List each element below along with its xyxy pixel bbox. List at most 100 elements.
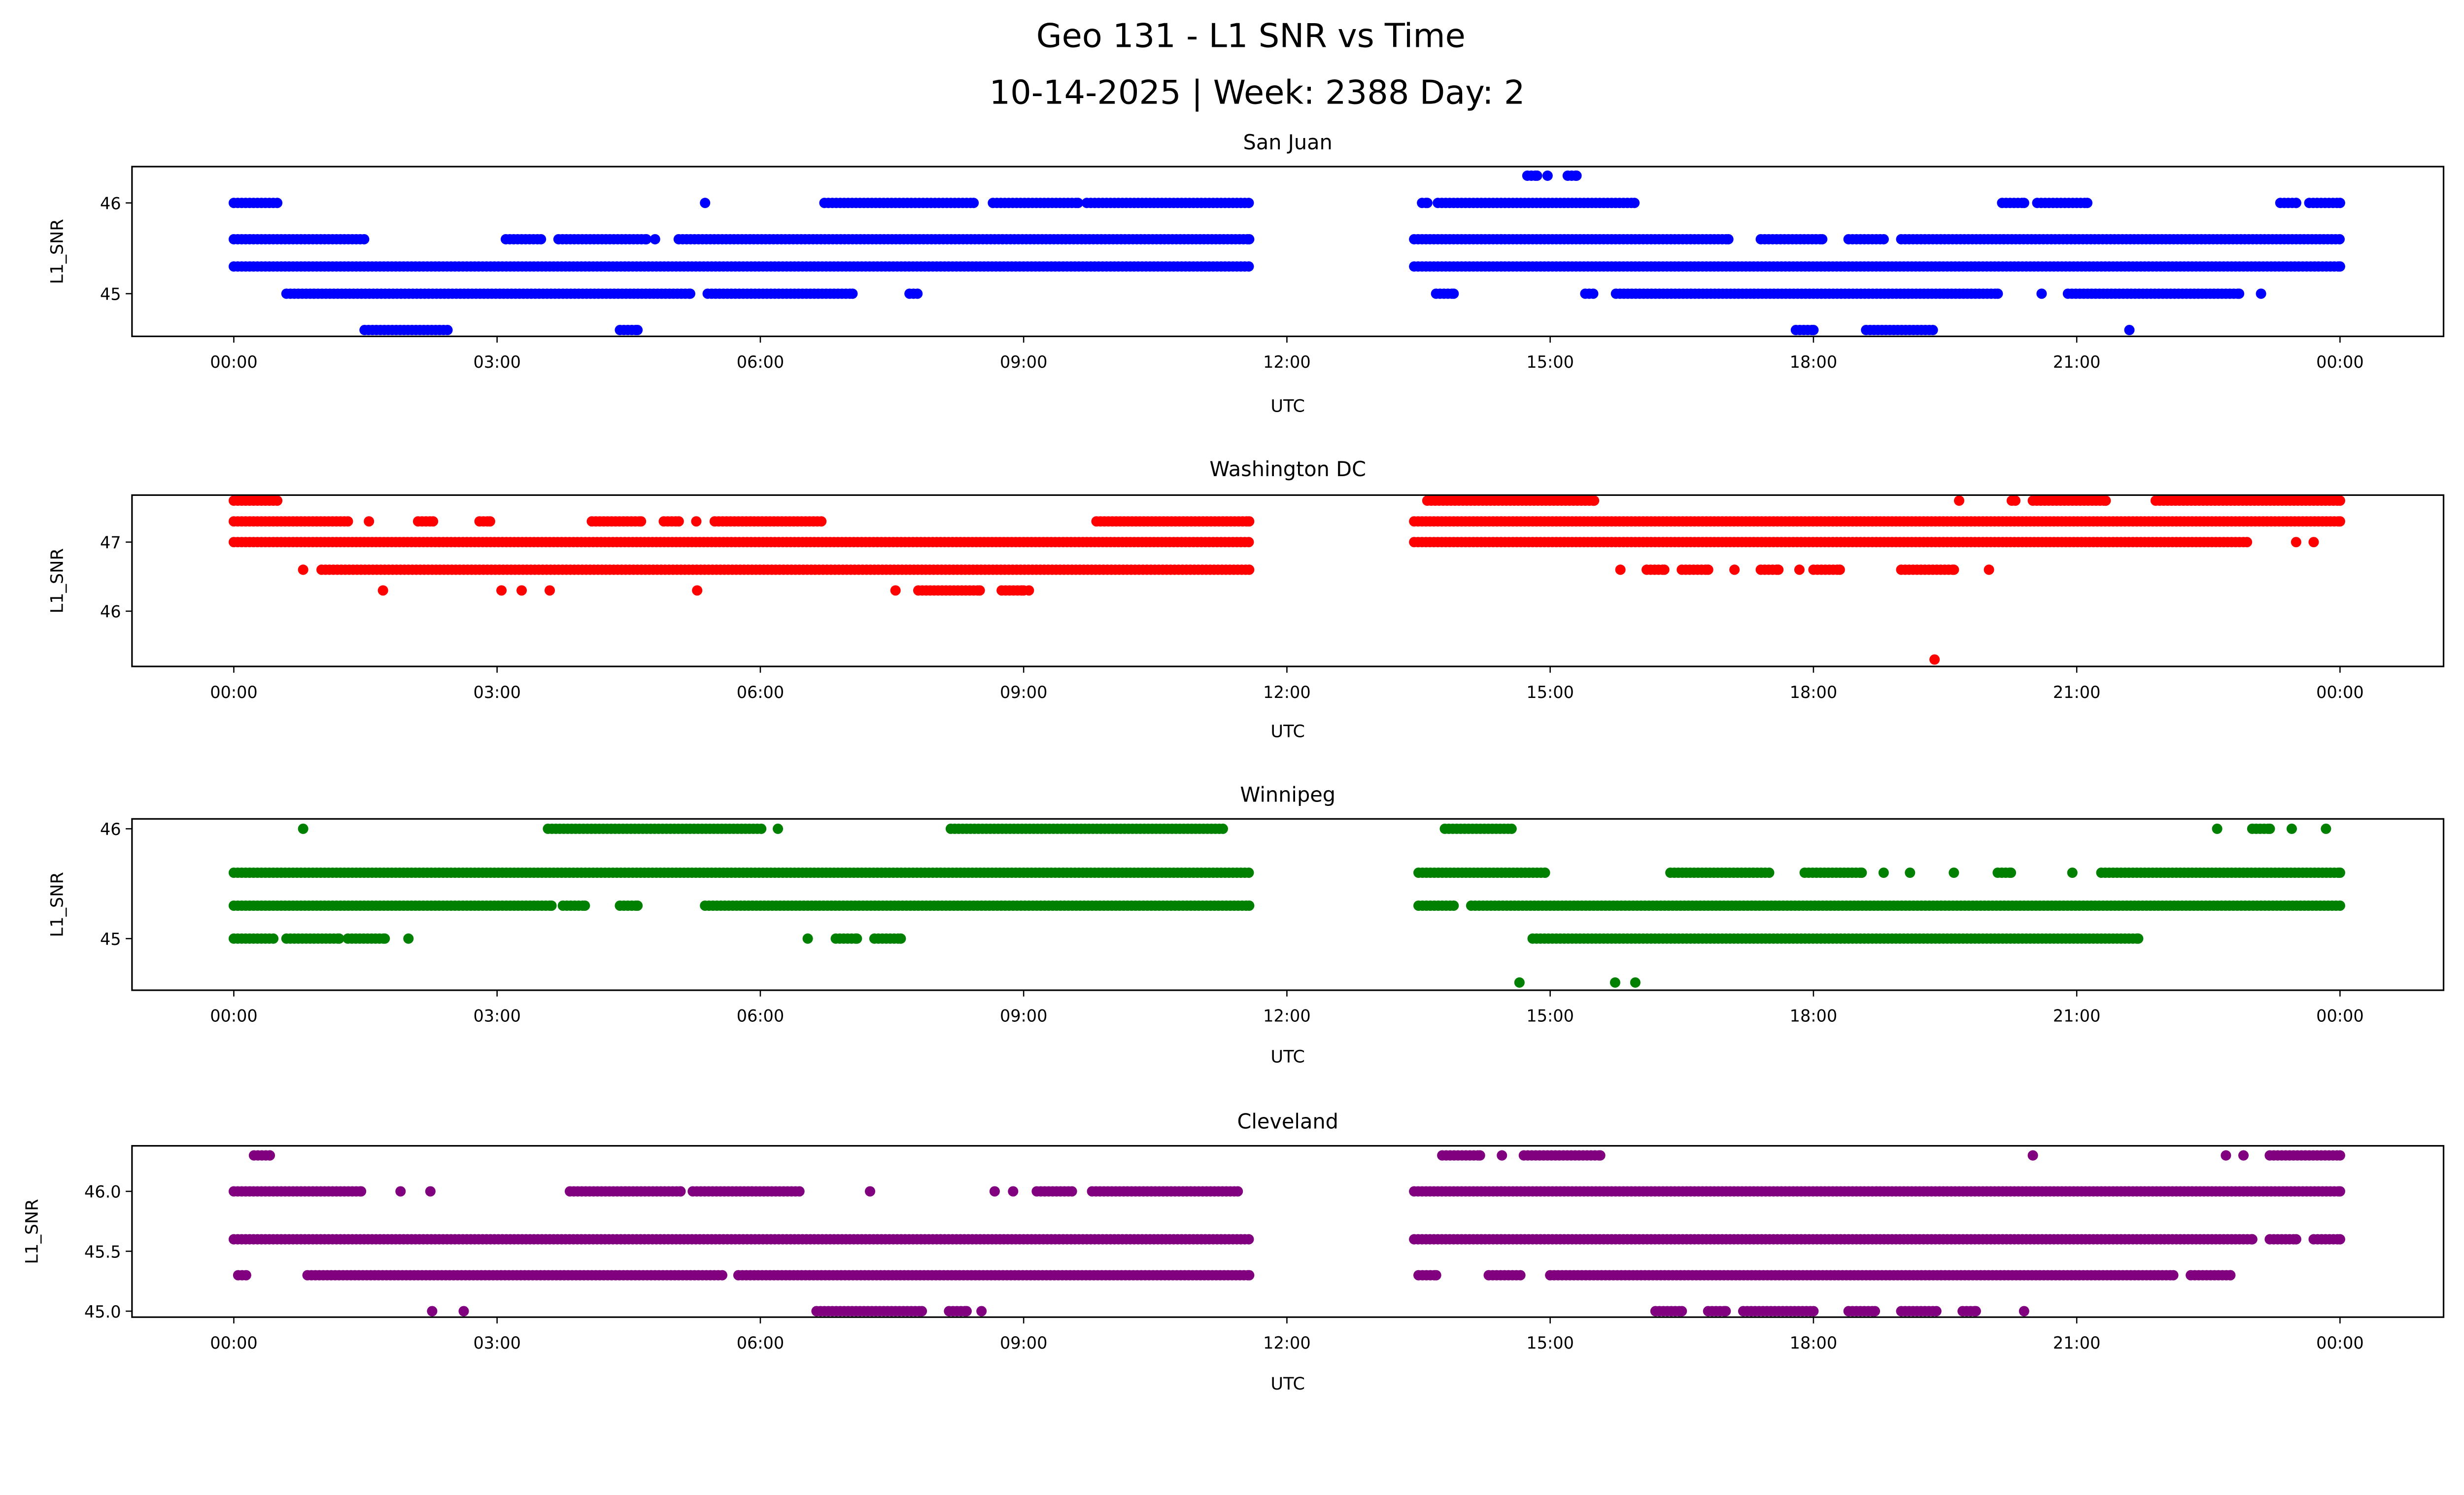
data-point (816, 516, 827, 527)
data-point (395, 1186, 406, 1197)
x-tick-label: 00:00 (210, 683, 257, 702)
data-point (272, 198, 283, 209)
data-point (636, 516, 647, 527)
data-point (1992, 288, 2003, 299)
data-point (1817, 234, 1828, 244)
x-tick-label: 00:00 (2316, 683, 2363, 702)
data-point (1008, 1186, 1019, 1197)
data-point (2067, 867, 2078, 878)
x-axis-label: UTC (1270, 396, 1305, 416)
data-point (1540, 867, 1550, 878)
x-tick-label: 15:00 (1526, 683, 1574, 702)
data-point (1703, 564, 1713, 575)
data-point (1073, 198, 1084, 209)
data-point (1808, 324, 1819, 336)
axes-frame (131, 494, 2445, 667)
y-tick-label: 45 (100, 930, 121, 949)
data-point (1243, 1234, 1254, 1245)
y-tick-label: 47 (100, 533, 121, 553)
data-point (1630, 977, 1641, 988)
data-point (1764, 867, 1775, 878)
data-point (794, 1186, 805, 1197)
data-point (2242, 537, 2253, 548)
data-point (1984, 564, 1994, 575)
data-point (484, 516, 495, 527)
data-point (356, 1186, 367, 1197)
data-point (847, 288, 858, 299)
scatter-series (228, 823, 2345, 988)
data-point (428, 516, 439, 527)
data-point (1243, 537, 1254, 548)
x-tick-label: 09:00 (1000, 1007, 1047, 1026)
data-point (364, 516, 375, 527)
data-point (2334, 900, 2345, 911)
data-point (1532, 170, 1542, 181)
y-axis-label: L1_SNR (47, 548, 68, 613)
x-tick-label: 21:00 (2053, 683, 2100, 702)
data-point (1949, 867, 1959, 878)
data-point (632, 324, 643, 336)
data-point (1542, 170, 1553, 181)
data-point (580, 900, 590, 911)
data-point (2334, 1186, 2345, 1197)
data-point (496, 585, 507, 596)
data-point (1609, 977, 1620, 988)
data-point (865, 1186, 876, 1197)
data-point (968, 198, 979, 209)
data-point (890, 585, 901, 596)
data-point (2264, 823, 2275, 834)
y-tick-label: 46 (100, 820, 121, 839)
data-point (1244, 900, 1255, 911)
data-point (1629, 198, 1640, 209)
data-point (1729, 564, 1740, 575)
data-point (2321, 823, 2331, 834)
data-point (2334, 198, 2345, 209)
figure-title-line2: 10-14-2025 | Week: 2388 Day: 2 (990, 73, 1525, 111)
data-point (2212, 823, 2223, 834)
x-tick-label: 21:00 (2053, 352, 2100, 372)
data-point (442, 324, 453, 336)
data-point (268, 933, 279, 944)
x-tick-label: 18:00 (1790, 1007, 1837, 1026)
data-point (377, 585, 388, 596)
data-point (684, 288, 695, 299)
data-point (2010, 495, 2021, 506)
data-point (756, 823, 767, 834)
data-point (2124, 324, 2135, 336)
data-point (379, 933, 390, 944)
data-point (1474, 1150, 1485, 1161)
data-point (2334, 867, 2345, 878)
scatter-series (228, 495, 2345, 665)
figure: Geo 131 - L1 SNR vs Time 10-14-2025 | We… (22, 16, 2445, 1394)
data-point (692, 585, 703, 596)
data-point (2334, 1150, 2345, 1161)
data-point (1595, 1150, 1606, 1161)
data-point (1448, 288, 1459, 299)
data-point (641, 234, 651, 244)
data-point (1905, 867, 1916, 878)
data-point (342, 516, 353, 527)
data-point (1232, 1186, 1243, 1197)
data-point (974, 585, 985, 596)
x-tick-label: 12:00 (1263, 1007, 1310, 1026)
data-point (1217, 823, 1228, 834)
x-tick-label: 12:00 (1263, 683, 1310, 702)
x-tick-label: 06:00 (737, 1007, 784, 1026)
axes-frame (131, 166, 2445, 337)
data-point (2286, 823, 2297, 834)
data-point (1878, 867, 1889, 878)
data-point (2334, 234, 2345, 244)
axes-frame (131, 818, 2445, 991)
data-point (2019, 198, 2029, 209)
data-point (773, 823, 784, 834)
data-point (2100, 495, 2111, 506)
scatter-series (228, 1150, 2345, 1317)
data-point (2027, 1150, 2038, 1161)
data-point (1856, 867, 1867, 878)
x-tick-label: 15:00 (1526, 1007, 1574, 1026)
data-point (1243, 198, 1254, 209)
x-axis-label: UTC (1270, 722, 1305, 742)
data-point (1244, 234, 1255, 244)
y-axis-label: L1_SNR (47, 872, 68, 937)
data-point (700, 198, 711, 209)
